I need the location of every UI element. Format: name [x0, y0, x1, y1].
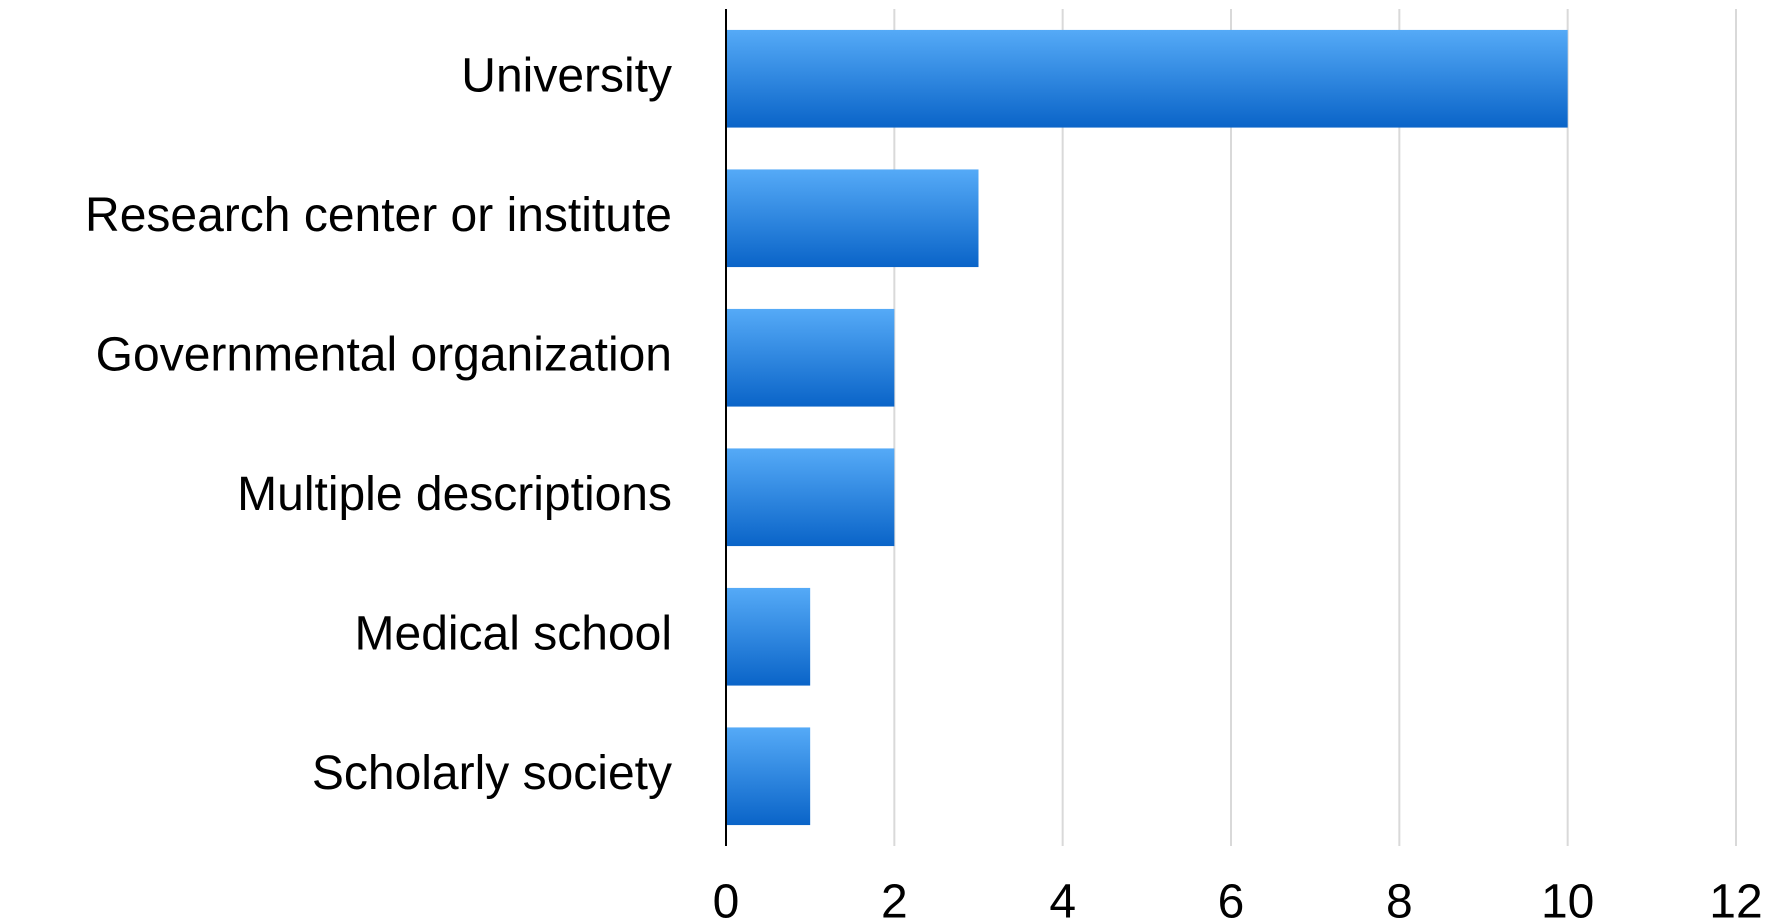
bar	[726, 448, 895, 547]
bar	[726, 308, 895, 407]
y-tick-label: Governmental organization	[96, 328, 672, 381]
y-tick-label: Multiple descriptions	[237, 468, 672, 521]
y-tick-label: Scholarly society	[312, 747, 672, 800]
y-tick-label: University	[461, 49, 672, 102]
x-tick-label: 10	[1541, 876, 1594, 921]
bar	[726, 29, 1568, 128]
x-tick-label: 2	[881, 876, 908, 921]
x-tick-label: 0	[713, 876, 740, 921]
x-tick-label: 12	[1709, 876, 1762, 921]
x-tick-label: 8	[1386, 876, 1413, 921]
y-tick-label: Research center or institute	[85, 189, 672, 242]
bar	[726, 587, 811, 686]
y-tick-label: Medical school	[355, 607, 672, 660]
bar	[726, 727, 811, 826]
x-tick-label: 6	[1218, 876, 1245, 921]
bar	[726, 169, 979, 268]
x-tick-label: 4	[1049, 876, 1076, 921]
